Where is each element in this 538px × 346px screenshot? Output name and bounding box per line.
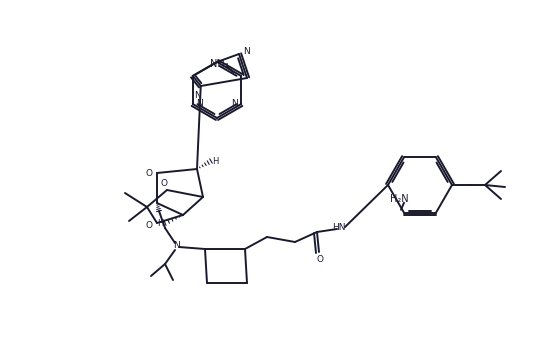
Text: H: H [212,156,218,165]
Text: O: O [145,169,152,177]
Text: N: N [194,91,201,100]
Text: N: N [231,100,238,109]
Text: HN: HN [332,222,346,231]
Text: NH₂: NH₂ [210,59,229,69]
Text: H₂N: H₂N [390,194,408,204]
Text: O: O [316,255,323,264]
Text: N: N [243,47,250,56]
Text: O: O [145,221,152,230]
Text: N: N [196,100,203,109]
Text: N: N [174,242,180,251]
Text: H: H [157,219,163,228]
Text: O: O [160,179,167,188]
